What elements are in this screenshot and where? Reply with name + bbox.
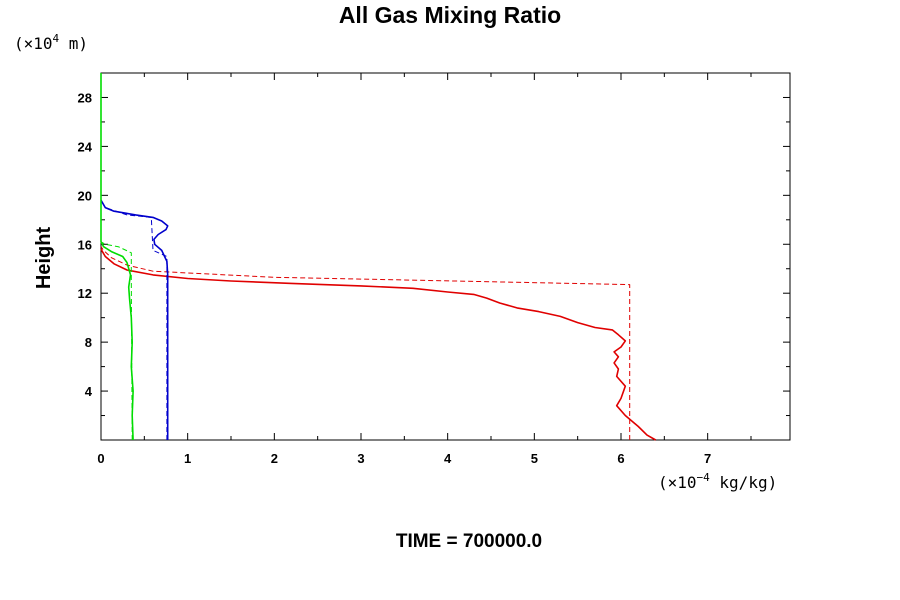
x-tick-label: 5 (531, 451, 538, 466)
x-tick-label: 0 (97, 451, 104, 466)
y-tick-label: 16 (78, 237, 92, 252)
series-group (100, 73, 657, 441)
tick-marks (100, 73, 790, 440)
y-tick-label: 4 (85, 384, 93, 399)
y-tick-label: 28 (78, 90, 92, 105)
y-tick-label: 8 (85, 335, 92, 350)
y-tick-label: 20 (78, 188, 92, 203)
series-line-red-dashed (100, 246, 631, 440)
y-tick-label: 24 (78, 139, 93, 154)
series-line-blue-solid (100, 199, 169, 440)
time-label: TIME = 700000.0 (395, 531, 543, 552)
y-tick-label: 12 (78, 286, 92, 301)
x-tick-label: 2 (271, 451, 278, 466)
chart-title: All Gas Mixing Ratio (338, 2, 562, 28)
x-tick-label: 7 (704, 451, 711, 466)
plot-frame (100, 72, 791, 441)
x-tick-label: 3 (357, 451, 364, 466)
series-line-red-solid (100, 248, 657, 441)
x-tick-label: 4 (444, 451, 452, 466)
x-tick-label: 1 (184, 451, 191, 466)
series-line-green-dashed (100, 241, 133, 441)
x-unit-label: (×10−4 kg/kg) (658, 471, 777, 492)
y-unit-label: (×104 m) (14, 32, 88, 53)
y-axis-label: Height (33, 227, 55, 290)
x-tick-label: 6 (617, 451, 624, 466)
series-line-green-solid (100, 241, 134, 441)
